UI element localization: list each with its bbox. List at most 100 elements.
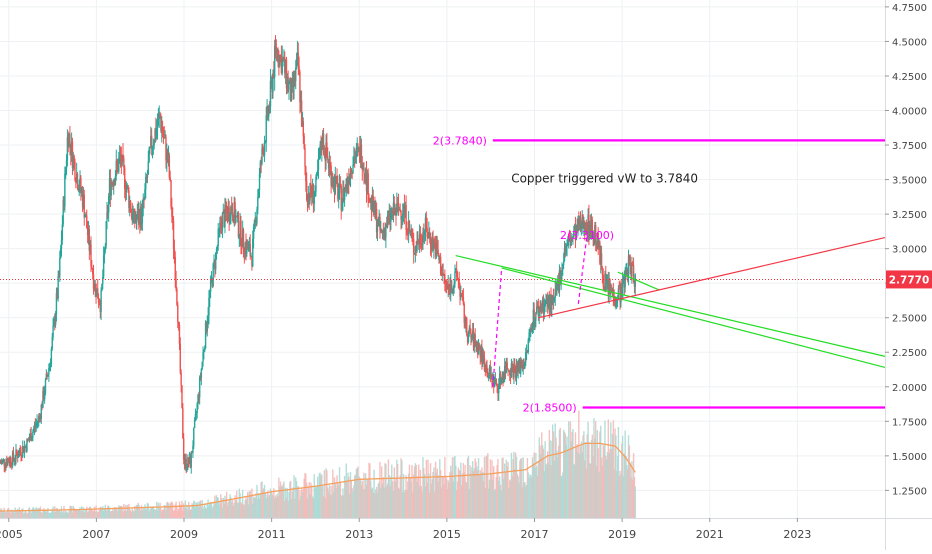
volume-bar <box>71 512 74 518</box>
candle-body <box>354 157 356 162</box>
volume-bar <box>297 486 299 518</box>
volume-bar <box>530 477 533 518</box>
volume-bar <box>259 494 262 518</box>
candle-body <box>438 256 440 260</box>
volume-bar <box>142 507 144 518</box>
volume-bar <box>144 504 146 518</box>
volume-bar <box>211 508 214 518</box>
current-price-label: 2.7770 <box>889 274 930 286</box>
volume-bar <box>611 433 614 518</box>
volume-bar <box>68 510 70 518</box>
candle-body <box>38 416 40 422</box>
trendline[interactable] <box>455 254 886 357</box>
candle-body <box>303 136 305 149</box>
candle-body <box>461 293 463 295</box>
trendline[interactable] <box>617 271 660 291</box>
volume-bar <box>379 462 381 518</box>
candle-body <box>510 363 513 377</box>
volume-bar <box>268 494 271 518</box>
candle-body <box>275 46 278 53</box>
candle-body <box>626 269 628 271</box>
volume-bar <box>156 501 158 518</box>
candle-body <box>70 141 73 156</box>
trendline[interactable] <box>538 237 886 319</box>
volume-bar <box>299 490 301 518</box>
projection-dashed-line[interactable] <box>492 267 503 387</box>
candle-body <box>14 459 16 461</box>
candle-body <box>600 253 602 264</box>
candle-body <box>449 286 451 295</box>
volume-bar <box>103 509 106 518</box>
candle-body <box>576 225 578 232</box>
candle-body <box>375 208 378 233</box>
volume-bar <box>277 496 279 518</box>
volume-bar <box>75 509 77 518</box>
candle-body <box>439 257 441 260</box>
volume-bar <box>256 484 258 518</box>
candle-body <box>471 337 473 339</box>
candle-body <box>90 244 92 267</box>
candle-body <box>65 168 67 174</box>
candle-body <box>544 304 546 306</box>
projection-dashed-line[interactable] <box>577 234 588 304</box>
y-tick-label: 3.0000 <box>892 245 927 256</box>
volume-bar <box>422 457 424 518</box>
volume-bar <box>605 459 608 518</box>
candle-body <box>373 200 375 213</box>
volume-bar <box>253 497 256 518</box>
candle-body <box>107 196 110 213</box>
candle-body <box>290 82 293 102</box>
volume-bar <box>165 510 167 518</box>
candle-body <box>418 243 420 245</box>
candle-body <box>567 238 569 246</box>
volume-bar <box>118 506 121 518</box>
candle-body <box>552 295 555 302</box>
candle-body <box>257 197 259 210</box>
candle-body <box>150 135 153 150</box>
candle-body <box>166 149 169 163</box>
volume-bar <box>269 488 272 518</box>
candle-body <box>266 107 268 116</box>
volume-bar <box>200 507 203 518</box>
candle-body <box>198 376 201 398</box>
drawings[interactable]: 2(3.7840)2(1.8500)2(3.3100)Copper trigge… <box>0 134 886 414</box>
candle-body <box>88 229 91 251</box>
volume-bar <box>106 510 108 518</box>
volume-bar <box>438 475 440 518</box>
volume-bar <box>526 457 529 518</box>
volume-bar <box>539 445 541 518</box>
volume-bar <box>279 486 281 518</box>
candle-body <box>279 54 282 56</box>
candle-body <box>450 280 453 290</box>
volume-bar <box>457 467 460 518</box>
volume-bar <box>626 465 628 518</box>
volume-bar <box>221 507 224 518</box>
candle-body <box>473 334 476 348</box>
volume-bar <box>45 512 48 518</box>
volume-bar <box>248 491 251 518</box>
candle-body <box>170 180 172 207</box>
volume-bar <box>212 505 214 518</box>
volume-bar <box>80 510 82 518</box>
candle-body <box>64 173 66 207</box>
volume-bar <box>241 503 243 518</box>
volume-bar <box>202 509 204 518</box>
volume-bar <box>252 503 254 518</box>
candle-body <box>33 428 35 432</box>
volume-bar <box>479 470 481 518</box>
candle-body <box>104 245 107 251</box>
volume-bar <box>36 507 38 518</box>
volume-bar <box>621 435 624 518</box>
volume-bar <box>456 481 459 518</box>
candle-body <box>103 250 106 256</box>
volume-bar <box>628 445 631 518</box>
volume-bar <box>51 508 53 518</box>
trendline[interactable] <box>501 267 886 369</box>
volume-bar <box>442 476 444 518</box>
volume-bar <box>436 468 438 518</box>
volume-bar <box>331 494 333 518</box>
volume-bar <box>455 465 457 518</box>
volume-bar <box>325 468 327 518</box>
